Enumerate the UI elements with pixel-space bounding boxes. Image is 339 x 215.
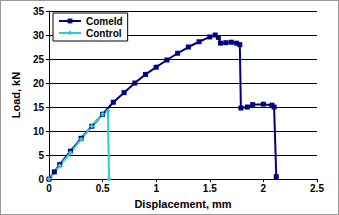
- svg-text:Load, kN: Load, kN: [10, 72, 22, 119]
- svg-text:Control: Control: [86, 28, 122, 39]
- svg-text:Comeld: Comeld: [86, 16, 123, 27]
- svg-text:0.5: 0.5: [96, 183, 110, 194]
- svg-text:10: 10: [33, 126, 45, 137]
- svg-text:35: 35: [33, 6, 45, 17]
- svg-text:Displacement, mm: Displacement, mm: [134, 198, 231, 210]
- svg-text:15: 15: [33, 102, 45, 113]
- svg-text:2.5: 2.5: [310, 183, 324, 194]
- svg-text:5: 5: [38, 150, 44, 161]
- svg-text:30: 30: [33, 30, 45, 41]
- svg-text:20: 20: [33, 78, 45, 89]
- svg-text:0: 0: [46, 183, 52, 194]
- svg-text:25: 25: [33, 54, 45, 65]
- svg-text:1: 1: [153, 183, 159, 194]
- svg-text:0: 0: [38, 174, 44, 185]
- svg-text:2: 2: [261, 183, 267, 194]
- svg-text:1.5: 1.5: [203, 183, 217, 194]
